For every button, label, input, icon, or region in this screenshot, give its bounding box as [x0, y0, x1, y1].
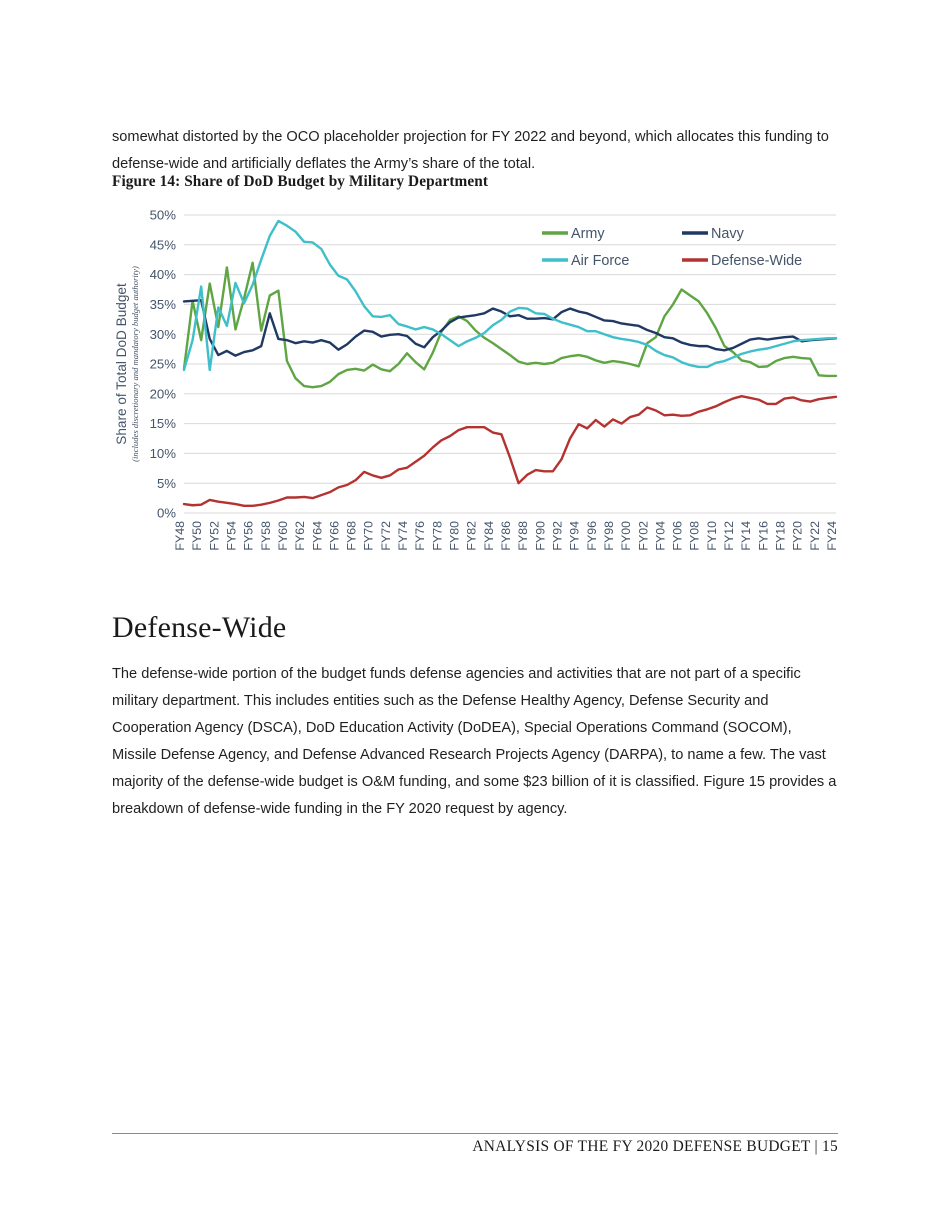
x-axis-tick-label: FY98 — [602, 521, 616, 551]
legend-label-army: Army — [571, 226, 605, 242]
share-of-dod-budget-line-chart: 0% 5% 10% 15% 20% 25% 30% 35% 40% 45% 50% FY48 FY50… — [114, 208, 839, 551]
x-axis-tick-label: FY84 — [482, 521, 496, 551]
y-axis-tick-label: 10% — [150, 446, 177, 461]
x-axis-tick-label: FY80 — [448, 521, 462, 551]
x-axis-tick-label: FY62 — [293, 521, 307, 551]
series-line-navy — [182, 299, 838, 357]
y-axis-tick-label: 5% — [157, 476, 176, 491]
chart-legend: Army Navy Air Force Defense-Wide — [542, 226, 802, 269]
x-axis-tick-label: FY86 — [499, 521, 513, 551]
x-axis-tick-label: FY20 — [791, 521, 805, 551]
x-axis-tick-label: FY90 — [533, 521, 547, 551]
x-axis-tick-label: FY92 — [550, 521, 564, 551]
y-axis-tick-label: 40% — [150, 267, 177, 282]
x-axis-tick-label: FY94 — [568, 521, 582, 551]
x-axis-tick-label: FY02 — [636, 521, 650, 551]
x-axis-tick-label: FY96 — [585, 521, 599, 551]
y-axis-tick-label: 25% — [150, 357, 177, 372]
y-axis-subtitle: (includes discretionary and mandatory bu… — [130, 266, 140, 462]
x-axis-tick-label: FY54 — [224, 521, 238, 551]
y-axis-tick-label: 35% — [150, 297, 177, 312]
x-axis-tick-label: FY12 — [722, 521, 736, 551]
x-axis-tick-label: FY60 — [276, 521, 290, 551]
x-axis-tick-label: FY50 — [190, 521, 204, 551]
x-axis-tick-label: FY78 — [430, 521, 444, 551]
y-axis-tick-label: 45% — [150, 237, 177, 252]
series-line-army — [182, 261, 838, 389]
x-axis-tick-label: FY58 — [259, 521, 273, 551]
x-axis-tick-label: FY48 — [173, 521, 187, 551]
chart-ytick-labels: 0% 5% 10% 15% 20% 25% 30% 35% 40% 45% 50% — [150, 208, 177, 521]
chart-xtick-labels: FY48 FY50 FY52 FY54 FY56 FY58 FY60 FY62 FY64 FY66… — [173, 521, 839, 551]
x-axis-tick-label: FY24 — [825, 521, 839, 551]
series-line-defense-wide — [182, 394, 838, 508]
x-axis-tick-label: FY08 — [688, 521, 702, 551]
chart-series-lines — [182, 219, 838, 508]
x-axis-tick-label: FY10 — [705, 521, 719, 551]
x-axis-tick-label: FY64 — [310, 521, 324, 551]
x-axis-tick-label: FY14 — [739, 521, 753, 551]
footer-text: ANALYSIS OF THE FY 2020 DEFENSE BUDGET |… — [472, 1138, 838, 1155]
x-axis-tick-label: FY56 — [242, 521, 256, 551]
chart-axis-title: Share of Total DoD Budget (includes discr… — [114, 266, 140, 462]
y-axis-tick-label: 20% — [150, 386, 177, 401]
legend-label-air-force: Air Force — [571, 253, 629, 269]
x-axis-tick-label: FY52 — [207, 521, 221, 551]
section-heading: Defense-Wide — [112, 611, 287, 645]
body-paragraph: The defense-wide portion of the budget f… — [112, 665, 837, 817]
x-axis-tick-label: FY18 — [774, 521, 788, 551]
x-axis-tick-label: FY72 — [379, 521, 393, 551]
chart-figure: 0% 5% 10% 15% 20% 25% 30% 35% 40% 45% 50% FY48 FY50… — [112, 205, 842, 575]
x-axis-tick-label: FY76 — [413, 521, 427, 551]
x-axis-tick-label: FY16 — [756, 521, 770, 551]
x-axis-tick-label: FY04 — [653, 521, 667, 551]
x-axis-tick-label: FY82 — [465, 521, 479, 551]
footer-divider — [112, 1133, 838, 1134]
x-axis-tick-label: FY68 — [345, 521, 359, 551]
x-axis-tick-label: FY88 — [516, 521, 530, 551]
x-axis-tick-label: FY06 — [671, 521, 685, 551]
x-axis-tick-label: FY70 — [362, 521, 376, 551]
y-axis-tick-label: 30% — [150, 327, 177, 342]
series-line-air-force — [182, 219, 838, 372]
intro-paragraph: somewhat distorted by the OCO placeholde… — [112, 128, 829, 172]
x-axis-tick-label: FY66 — [327, 521, 341, 551]
legend-label-defense-wide: Defense-Wide — [711, 253, 802, 269]
y-axis-title: Share of Total DoD Budget — [114, 283, 129, 445]
chart-gridlines — [184, 214, 836, 514]
y-axis-tick-label: 15% — [150, 416, 177, 431]
y-axis-tick-label: 50% — [150, 208, 177, 223]
figure-caption: Figure 14: Share of DoD Budget by Milita… — [112, 173, 489, 190]
legend-label-navy: Navy — [711, 226, 745, 242]
x-axis-tick-label: FY74 — [396, 521, 410, 551]
x-axis-tick-label: FY00 — [619, 521, 633, 551]
x-axis-tick-label: FY22 — [808, 521, 822, 551]
y-axis-tick-label: 0% — [157, 506, 176, 521]
